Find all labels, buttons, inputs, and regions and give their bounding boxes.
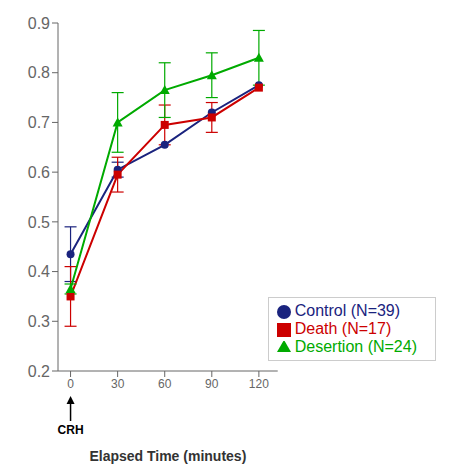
html-text:Death (N=17): Death (N=17) xyxy=(294,320,392,337)
svg-text:CRH: CRH xyxy=(58,423,84,437)
svg-text:0.5: 0.5 xyxy=(28,214,50,231)
svg-text:0.7: 0.7 xyxy=(28,114,50,131)
svg-text:90: 90 xyxy=(205,377,219,391)
svg-text:0.2: 0.2 xyxy=(28,363,50,380)
svg-text:0: 0 xyxy=(67,377,74,391)
svg-text:120: 120 xyxy=(249,377,269,391)
html-text:Control (N=39): Control (N=39) xyxy=(294,302,401,319)
svg-text:0.8: 0.8 xyxy=(28,64,50,81)
svg-text:Elapsed Time (minutes): Elapsed Time (minutes) xyxy=(89,448,246,464)
svg-text:0.3: 0.3 xyxy=(28,313,50,330)
svg-text:0.4: 0.4 xyxy=(28,263,50,280)
svg-text:0.9: 0.9 xyxy=(28,15,50,32)
svg-text:60: 60 xyxy=(158,377,172,391)
svg-text:30: 30 xyxy=(111,377,125,391)
svg-text:0.6: 0.6 xyxy=(28,164,50,181)
html-text:Desertion (N=24): Desertion (N=24) xyxy=(294,338,417,355)
